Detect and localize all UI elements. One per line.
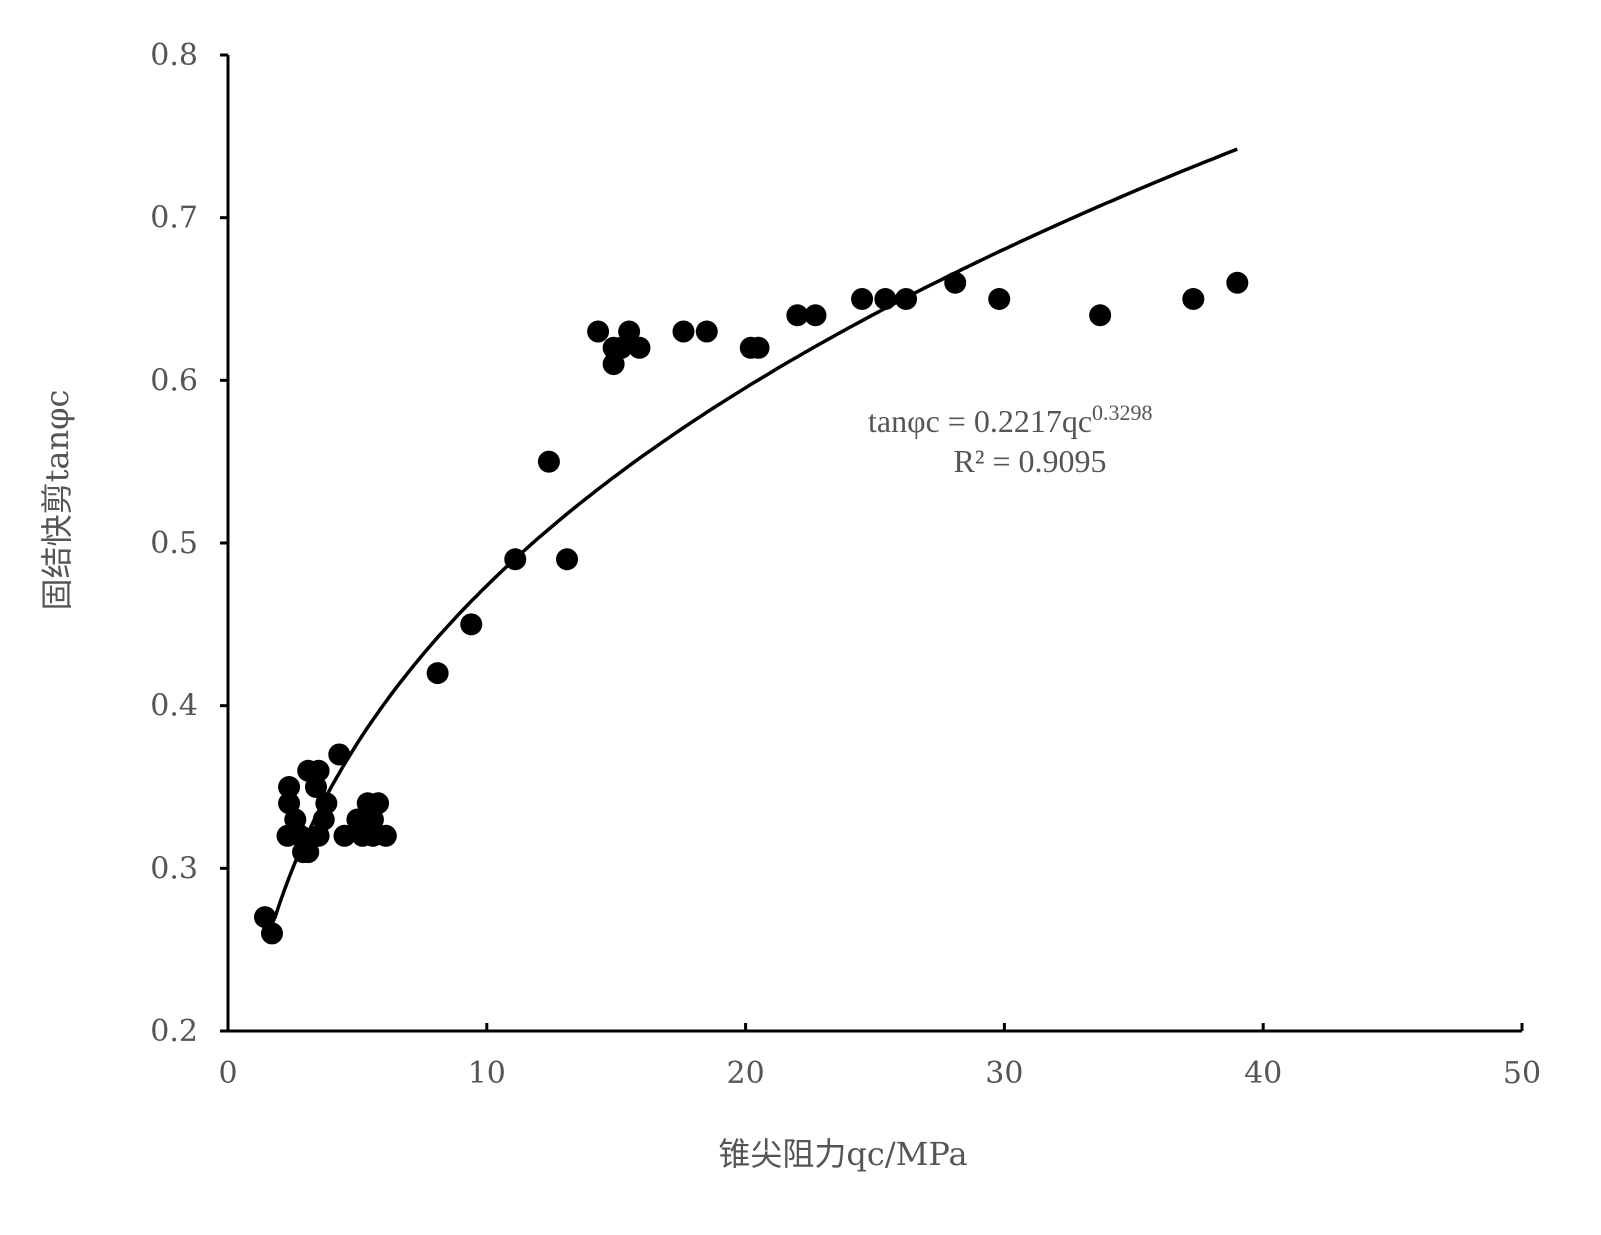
trendline-equation: tanφc = 0.2217qc0.3298 (868, 400, 1153, 439)
y-tick-label: 0.8 (150, 38, 198, 73)
equation-exponent: 0.3298 (1092, 400, 1153, 425)
data-point (610, 336, 633, 359)
y-tick-label: 0.4 (150, 689, 198, 724)
y-tick-label: 0.5 (150, 526, 198, 561)
y-axis-label: 固结快剪tanφc (38, 390, 76, 611)
equation-main: tanφc = 0.2217qc (868, 403, 1092, 439)
data-point (695, 320, 718, 343)
data-point (587, 320, 610, 343)
data-point (618, 320, 641, 343)
x-tick-label: 30 (985, 1056, 1023, 1091)
x-tick-label: 50 (1503, 1056, 1541, 1091)
data-points (254, 271, 1249, 945)
y-tick-label: 0.6 (150, 363, 198, 398)
data-point (895, 288, 918, 310)
data-point (278, 776, 301, 798)
r-squared: R² = 0.9095 (954, 443, 1107, 479)
data-point (556, 548, 579, 571)
data-point (304, 776, 327, 798)
data-point (988, 288, 1011, 310)
y-tick-label: 0.2 (150, 1014, 198, 1049)
data-point (315, 792, 338, 815)
data-point (312, 808, 335, 831)
data-point (804, 304, 827, 327)
data-point (537, 450, 560, 473)
data-point (628, 336, 651, 359)
data-point (1226, 271, 1249, 294)
y-tick-label: 0.7 (150, 201, 198, 236)
data-point (944, 271, 967, 294)
data-point (333, 824, 356, 847)
data-point (460, 613, 483, 636)
data-point (426, 662, 449, 685)
axes (220, 53, 1524, 1033)
data-point (672, 320, 695, 343)
data-point (328, 743, 351, 766)
data-point (1089, 304, 1112, 327)
data-point (307, 759, 330, 782)
data-point (851, 288, 874, 310)
data-point (297, 841, 320, 864)
data-point (747, 336, 770, 359)
x-tick-label: 40 (1244, 1056, 1282, 1091)
data-point (786, 304, 809, 327)
data-point (874, 288, 897, 310)
data-point (602, 353, 625, 376)
x-tick-label: 0 (218, 1056, 237, 1091)
data-point (1182, 288, 1205, 310)
data-point (504, 548, 527, 571)
power-trendline (272, 147, 1238, 920)
x-axis-label: 锥尖阻力qc/MPa (718, 1135, 967, 1173)
y-tick-label: 0.3 (150, 851, 198, 886)
tick-labels: 0 10 20 30 40 50 0.2 0.3 0.4 0.5 0.6 0.7 0.8 (150, 38, 1541, 1091)
x-tick-label: 20 (727, 1056, 765, 1091)
data-point (260, 922, 283, 945)
data-point (374, 824, 397, 847)
x-tick-label: 10 (468, 1056, 506, 1091)
data-point (289, 824, 312, 847)
data-point (367, 792, 390, 815)
